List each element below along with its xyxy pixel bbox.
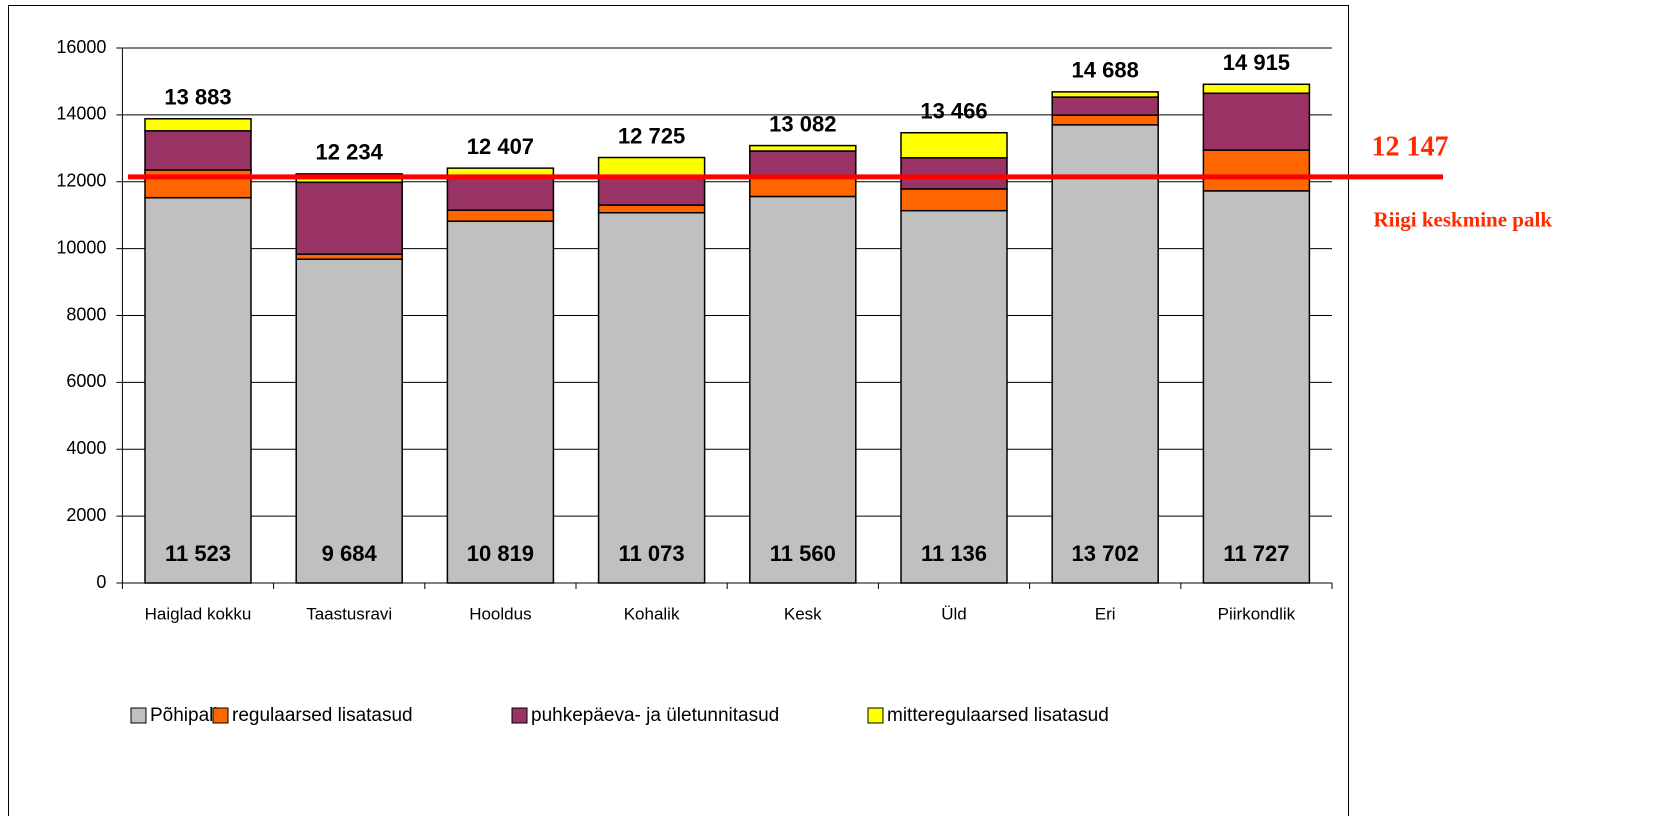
x-tick-label: Piirkondlik bbox=[1218, 604, 1296, 623]
bar-segment bbox=[295, 258, 403, 584]
base-label: 11 560 bbox=[770, 541, 836, 566]
y-tick-label: 0 bbox=[96, 572, 106, 592]
bar-segment bbox=[1051, 114, 1159, 126]
total-label: 13 082 bbox=[769, 111, 836, 136]
bar-segment bbox=[597, 156, 706, 177]
y-tick-label: 8000 bbox=[66, 304, 106, 324]
legend-label: regulaarsed lisatasud bbox=[232, 705, 413, 726]
x-tick-label: Taastusravi bbox=[306, 604, 392, 623]
bar-segment bbox=[597, 211, 706, 584]
reference-value: 12 147 bbox=[1372, 131, 1449, 162]
total-label: 12 407 bbox=[467, 134, 534, 159]
reference-text: Riigi keskmine palk bbox=[1373, 208, 1552, 232]
total-label: 14 688 bbox=[1072, 58, 1139, 83]
x-tick-label: Haiglad kokku bbox=[145, 604, 252, 623]
total-label: 12 725 bbox=[618, 123, 685, 148]
total-label: 13 883 bbox=[164, 85, 231, 110]
bar-segment bbox=[1202, 92, 1311, 151]
bar-segment bbox=[446, 220, 555, 584]
bar-segment bbox=[900, 131, 1008, 159]
bar-segment bbox=[144, 196, 252, 584]
y-tick-label: 6000 bbox=[66, 371, 106, 391]
bar-segment bbox=[1202, 190, 1311, 584]
legend-swatch bbox=[867, 707, 884, 724]
base-label: 11 523 bbox=[165, 541, 231, 566]
x-tick-label: Üld bbox=[941, 604, 967, 623]
bar-segment bbox=[446, 177, 555, 211]
bar-segment bbox=[900, 209, 1008, 584]
bar-segment bbox=[144, 169, 252, 199]
bar-segment bbox=[295, 181, 403, 255]
total-label: 12 234 bbox=[316, 140, 384, 165]
y-tick-label: 2000 bbox=[66, 505, 106, 525]
bar-segment bbox=[900, 188, 1008, 212]
bar-segment bbox=[749, 150, 857, 177]
y-tick-label: 10000 bbox=[56, 237, 106, 257]
bar-segment bbox=[144, 130, 252, 171]
bar-segment bbox=[1051, 96, 1159, 116]
bar-segment bbox=[597, 175, 706, 206]
bar-segment bbox=[144, 118, 252, 132]
bar-segment bbox=[446, 209, 555, 222]
legend-swatch bbox=[212, 707, 229, 724]
total-label: 13 466 bbox=[920, 99, 987, 124]
x-tick-label: Kohalik bbox=[624, 604, 680, 623]
y-tick-label: 4000 bbox=[66, 438, 106, 458]
bar-segment bbox=[749, 144, 857, 152]
base-label: 9 684 bbox=[322, 541, 378, 566]
legend-swatch bbox=[511, 707, 528, 724]
base-label: 11 073 bbox=[619, 541, 685, 566]
x-tick-label: Kesk bbox=[784, 604, 822, 623]
bar-segment bbox=[295, 253, 403, 260]
bar-segment bbox=[1051, 124, 1159, 584]
y-tick-label: 16000 bbox=[56, 37, 106, 57]
x-tick-label: Eri bbox=[1095, 604, 1116, 623]
bar-segment bbox=[900, 157, 1008, 190]
bar-segment bbox=[749, 195, 857, 584]
bar-segment bbox=[1202, 149, 1311, 192]
y-tick-label: 12000 bbox=[56, 171, 106, 191]
legend-swatch bbox=[130, 707, 147, 724]
bar-segment bbox=[1051, 91, 1159, 98]
bar-segment bbox=[597, 204, 706, 214]
base-label: 13 702 bbox=[1072, 541, 1139, 566]
bar-segment bbox=[1202, 83, 1311, 94]
chart-frame bbox=[8, 5, 1349, 816]
y-tick-label: 14000 bbox=[56, 104, 106, 124]
total-label: 14 915 bbox=[1223, 50, 1290, 75]
base-label: 11 136 bbox=[921, 541, 987, 566]
legend-label: Põhipalk bbox=[150, 705, 223, 726]
legend-label: mitteregulaarsed lisatasud bbox=[887, 705, 1109, 726]
base-label: 10 819 bbox=[467, 541, 534, 566]
legend-label: puhkepäeva- ja ületunnitasud bbox=[531, 705, 779, 726]
x-tick-label: Hooldus bbox=[469, 604, 531, 623]
base-label: 11 727 bbox=[1223, 541, 1289, 566]
